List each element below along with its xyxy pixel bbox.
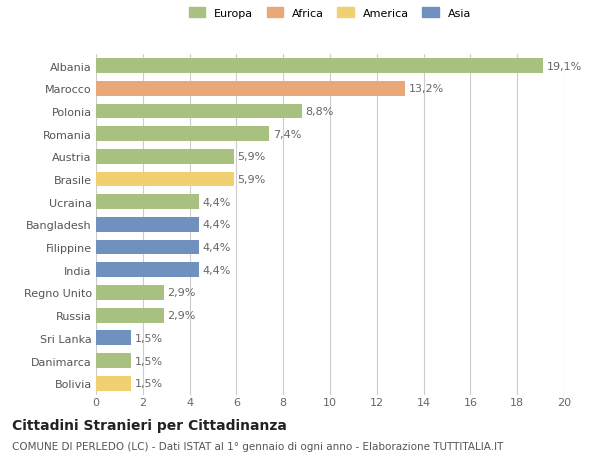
Bar: [96, 240, 199, 255]
Bar: [96, 376, 131, 391]
Text: 5,9%: 5,9%: [238, 152, 266, 162]
Bar: [96, 82, 405, 96]
Text: 1,5%: 1,5%: [134, 333, 163, 343]
Bar: [96, 172, 234, 187]
Bar: [96, 218, 199, 232]
Text: 2,9%: 2,9%: [167, 310, 196, 320]
Text: 1,5%: 1,5%: [134, 378, 163, 388]
Bar: [96, 195, 199, 210]
Text: 13,2%: 13,2%: [409, 84, 443, 94]
Bar: [96, 263, 199, 278]
Text: 1,5%: 1,5%: [134, 356, 163, 366]
Bar: [96, 353, 131, 368]
Bar: [96, 308, 164, 323]
Bar: [96, 59, 543, 74]
Text: 4,4%: 4,4%: [202, 197, 231, 207]
Text: 8,8%: 8,8%: [305, 106, 334, 117]
Bar: [96, 104, 302, 119]
Text: 7,4%: 7,4%: [272, 129, 301, 140]
Bar: [96, 150, 234, 164]
Text: 2,9%: 2,9%: [167, 288, 196, 298]
Text: 19,1%: 19,1%: [547, 62, 582, 72]
Text: COMUNE DI PERLEDO (LC) - Dati ISTAT al 1° gennaio di ogni anno - Elaborazione TU: COMUNE DI PERLEDO (LC) - Dati ISTAT al 1…: [12, 441, 503, 451]
Bar: [96, 331, 131, 346]
Text: 4,4%: 4,4%: [202, 242, 231, 252]
Legend: Europa, Africa, America, Asia: Europa, Africa, America, Asia: [188, 8, 472, 19]
Bar: [96, 127, 269, 142]
Text: 4,4%: 4,4%: [202, 265, 231, 275]
Text: Cittadini Stranieri per Cittadinanza: Cittadini Stranieri per Cittadinanza: [12, 418, 287, 431]
Text: 5,9%: 5,9%: [238, 174, 266, 185]
Bar: [96, 285, 164, 300]
Text: 4,4%: 4,4%: [202, 220, 231, 230]
